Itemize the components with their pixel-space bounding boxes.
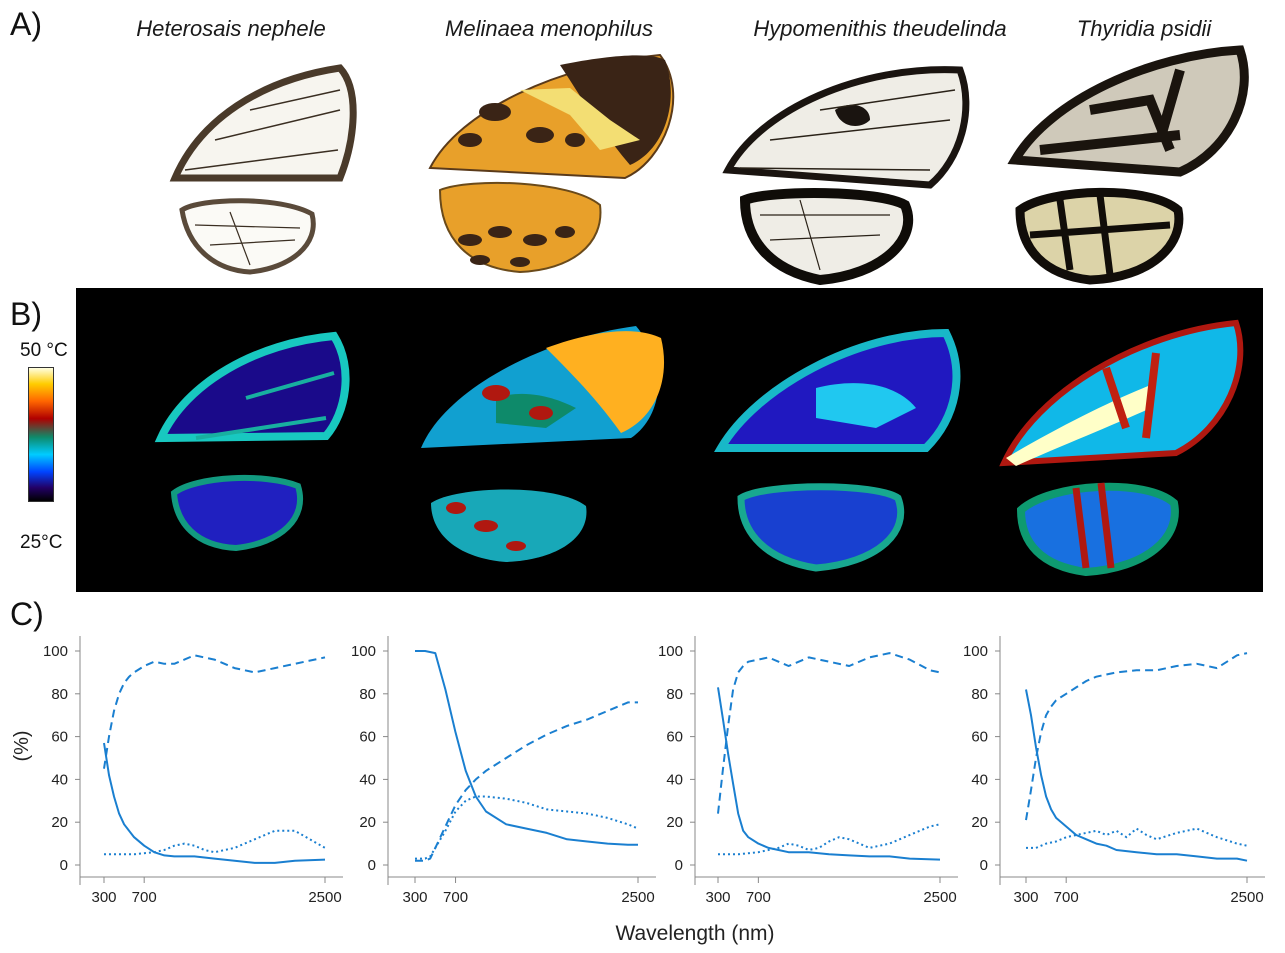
series-line-solid xyxy=(415,650,638,846)
wing-photos xyxy=(169,45,1249,286)
y-tick-label: 0 xyxy=(675,857,683,874)
x-tick-label: 700 xyxy=(443,889,468,906)
x-axis-label: Wavelength (nm) xyxy=(615,922,774,945)
species-title-1: Heterosais nephele xyxy=(136,16,326,41)
y-tick-label: 60 xyxy=(971,729,988,746)
x-tick-label: 300 xyxy=(402,889,427,906)
x-tick-label: 300 xyxy=(705,889,730,906)
wing-photo-thyridia xyxy=(1007,45,1249,285)
y-tick-label: 40 xyxy=(666,771,683,788)
chart-panel-4: 0 20 40 60 80 100 300 700 2500 xyxy=(963,636,1265,906)
y-tick-label: 80 xyxy=(359,686,376,703)
panel-label-a: A) xyxy=(10,6,42,42)
series-line-dotted xyxy=(415,795,639,860)
wing-photo-hypomenithis xyxy=(722,66,970,286)
x-tick-label: 700 xyxy=(746,889,771,906)
y-tick-label: 20 xyxy=(51,814,68,831)
thermal-wing-hypomenithis xyxy=(714,328,961,572)
y-tick-label: 80 xyxy=(666,686,683,703)
y-tick-label: 20 xyxy=(971,814,988,831)
panel-b-thermal-images xyxy=(76,288,1263,592)
y-tick-label: 100 xyxy=(43,643,68,660)
x-tick-label: 300 xyxy=(91,889,116,906)
y-tick-label: 40 xyxy=(971,771,988,788)
y-tick-label: 100 xyxy=(963,643,988,660)
species-title-2: Melinaea menophilus xyxy=(445,16,653,41)
panel-c: C) (%) Wavelength (nm) 0 20 40 60 80 100 300 70… xyxy=(0,596,1285,948)
x-tick-label: 2500 xyxy=(308,889,341,906)
chart-panel-2: 0 20 40 60 80 100 300 700 2500 xyxy=(351,636,656,906)
chart-panel-1: 0 20 40 60 80 100 300 700 2500 xyxy=(43,636,343,906)
y-tick-label: 20 xyxy=(666,814,683,831)
thermal-wing-melinaea xyxy=(421,326,665,562)
thermal-wing-thyridia xyxy=(999,319,1244,577)
series-line-solid xyxy=(717,687,941,861)
series-line-dotted xyxy=(104,829,326,856)
y-tick-label: 0 xyxy=(368,857,376,874)
series-line-dotted xyxy=(718,823,941,856)
y-tick-label: 0 xyxy=(60,857,68,874)
x-tick-label: 700 xyxy=(132,889,157,906)
y-tick-label: 60 xyxy=(666,729,683,746)
panel-label-b: B) xyxy=(10,296,42,332)
spectra-charts: (%) Wavelength (nm) 0 20 40 60 80 100 300 700 25… xyxy=(11,636,1265,945)
wing-photo-heterosais xyxy=(169,64,357,275)
series-line-dashed xyxy=(1025,652,1248,821)
thermal-colorbar xyxy=(28,367,54,502)
series-line-dashed xyxy=(415,701,638,862)
y-tick-label: 20 xyxy=(359,814,376,831)
species-title-4: Thyridia psidii xyxy=(1076,16,1212,41)
x-tick-label: 2500 xyxy=(621,889,654,906)
x-tick-label: 2500 xyxy=(923,889,956,906)
series-line-solid xyxy=(103,742,326,864)
x-tick-label: 300 xyxy=(1013,889,1038,906)
y-tick-label: 0 xyxy=(980,857,988,874)
y-tick-label: 80 xyxy=(971,686,988,703)
series-line-dashed xyxy=(103,654,326,769)
y-tick-label: 100 xyxy=(658,643,683,660)
series-line-dotted xyxy=(1026,827,1248,849)
thermal-scale-min-label: 25°C xyxy=(20,532,63,553)
panel-a: A) Heterosais nephele Melinaea menophilu… xyxy=(0,0,1285,288)
series-line-solid xyxy=(1025,689,1248,862)
y-tick-label: 40 xyxy=(51,771,68,788)
series-line-dashed xyxy=(717,652,941,814)
x-tick-label: 700 xyxy=(1054,889,1079,906)
y-tick-label: 80 xyxy=(51,686,68,703)
y-axis-label: (%) xyxy=(11,730,33,761)
thermal-wings xyxy=(154,319,1244,577)
y-tick-label: 60 xyxy=(359,729,376,746)
panel-label-c: C) xyxy=(10,596,44,632)
y-tick-label: 40 xyxy=(359,771,376,788)
wing-photo-melinaea xyxy=(428,53,675,274)
x-tick-label: 2500 xyxy=(1230,889,1263,906)
species-title-3: Hypomenithis theudelinda xyxy=(753,16,1007,41)
y-tick-label: 60 xyxy=(51,729,68,746)
chart-panel-3: 0 20 40 60 80 100 300 700 2500 xyxy=(658,636,958,906)
y-tick-label: 100 xyxy=(351,643,376,660)
thermal-scale-max-label: 50 °C xyxy=(20,340,68,361)
thermal-wing-heterosais xyxy=(154,331,350,552)
